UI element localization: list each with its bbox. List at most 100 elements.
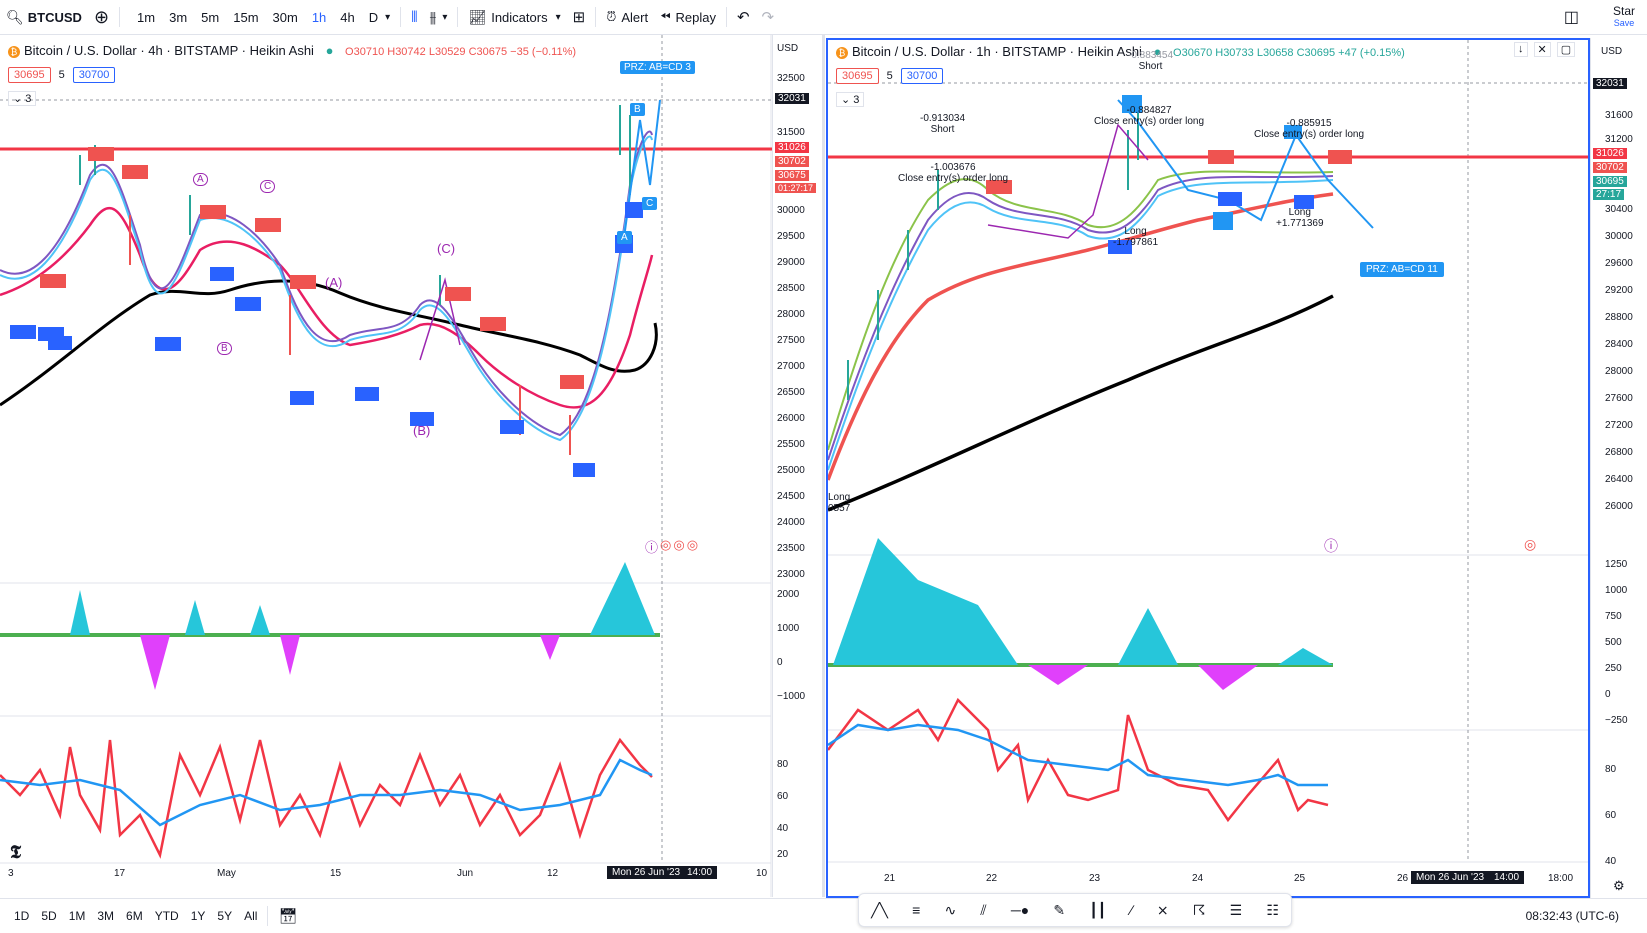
- interval-30m[interactable]: 30m: [272, 9, 298, 25]
- layouts-button[interactable]: ⊞: [567, 0, 592, 34]
- right-time-axis[interactable]: 21 22 23 24 25 26 Mon 26 Jun '23 14:00 1…: [826, 870, 1586, 892]
- interval-group: 1m 3m 5m 15m 30m 1h 4h D ▾: [124, 0, 396, 34]
- rewind-icon: ⏪︎: [660, 9, 671, 24]
- symbol-search[interactable]: 🔍︎ BTCUSD: [0, 0, 88, 34]
- right-chart-legend[interactable]: ₿ Bitcoin / U.S. Dollar · 1h · BITSTAMP ·…: [836, 44, 1405, 59]
- osc-tick: 0: [777, 657, 783, 668]
- interval-3m[interactable]: 3m: [169, 9, 188, 25]
- left-chart-legend[interactable]: ₿ Bitcoin / U.S. Dollar · 4h · BITSTAMP ·…: [8, 43, 576, 58]
- range-5d[interactable]: 5D: [41, 909, 57, 923]
- interval-1m[interactable]: 1m: [137, 9, 156, 25]
- alert-button[interactable]: ⏰︎ Alert: [600, 0, 654, 34]
- annotation-line: -1.003676: [930, 162, 976, 173]
- redo-button[interactable]: ↷: [756, 0, 781, 34]
- replay-button[interactable]: ⏪︎ Replay: [654, 0, 722, 34]
- chevron-down-icon: ⌄: [13, 93, 23, 105]
- right-ohlc: O30670 H30733 L30658 C30695 +47 (+0.15%): [1173, 47, 1405, 59]
- us-flag-icon[interactable]: ◎: [1524, 536, 1537, 552]
- buy-price-box[interactable]: 30700: [72, 67, 116, 83]
- compare-symbol-button[interactable]: ⊕: [88, 0, 115, 34]
- right-chart-canvas[interactable]: [828, 40, 1588, 896]
- oscillator-blue-line: [0, 758, 653, 827]
- right-price-boxes: 30695 5 30700: [836, 68, 944, 84]
- left-time-axis[interactable]: 3 17 May 15 Jun 12 Mon 26 Jun '23 14:00 …: [0, 863, 772, 887]
- star-save-button[interactable]: Star Save: [1607, 0, 1641, 34]
- abc-pattern-icon[interactable]: ∿: [944, 901, 957, 918]
- left-price-boxes: 30695 5 30700: [8, 67, 116, 83]
- left-price-scale[interactable]: USD 32500 32031 31500 31026 30702 30675 …: [772, 35, 823, 897]
- channel-tool-icon[interactable]: ⫽: [980, 901, 987, 918]
- range-ytd[interactable]: YTD: [154, 909, 179, 923]
- price-tick: 29000: [777, 257, 805, 268]
- right-price-scale[interactable]: USD 32000 32031 31600 31200 31026 30702 …: [1590, 38, 1647, 898]
- interval-d[interactable]: D: [368, 9, 379, 25]
- status-dot-icon: ●: [1153, 44, 1162, 59]
- osc-tick: 40: [1605, 856, 1617, 867]
- time-tick: 22: [986, 873, 998, 884]
- price-tick: 28000: [1605, 366, 1633, 377]
- settings-gear-icon[interactable]: ⚙: [1613, 878, 1625, 893]
- collapse-indicators-toggle[interactable]: ⌄ 3: [836, 92, 865, 107]
- price-tick: 29200: [1605, 285, 1633, 296]
- us-flag-icon[interactable]: ◎: [660, 537, 672, 552]
- buy-price-box[interactable]: 30700: [900, 68, 944, 84]
- osc-tick: 1000: [777, 623, 800, 634]
- currency-label[interactable]: USD: [1601, 46, 1623, 57]
- range-1y[interactable]: 1Y: [190, 909, 206, 923]
- range-all[interactable]: All: [244, 909, 258, 923]
- range-6m[interactable]: 6M: [126, 909, 143, 923]
- clock-label[interactable]: 08:32:43 (UTC-6): [1525, 909, 1619, 923]
- pattern-tool-icon[interactable]: ╱╲: [871, 901, 888, 918]
- earnings-icon[interactable]: ⓘ: [1324, 538, 1338, 554]
- brush-icon[interactable]: ✎: [1053, 901, 1066, 918]
- indicators-button[interactable]: 📈︎ Indicators ▾: [462, 0, 566, 34]
- lines-tool-icon[interactable]: ≡: [912, 902, 921, 918]
- price-tick: 28500: [777, 283, 805, 294]
- range-1d[interactable]: 1D: [14, 909, 30, 923]
- currency-label[interactable]: USD: [777, 43, 799, 54]
- top-toolbar: 🔍︎ BTCUSD ⊕ 1m 3m 5m 15m 30m 1h 4h D ▾ ⫴…: [0, 0, 1647, 35]
- interval-1h[interactable]: 1h: [311, 9, 327, 25]
- calendar-icon[interactable]: 📅︎: [278, 908, 298, 925]
- collapse-indicators-toggle[interactable]: ⌄ 3: [8, 91, 37, 106]
- annotation-line: -1.797861: [1113, 237, 1159, 248]
- left-chart-title: Bitcoin / U.S. Dollar · 4h · BITSTAMP · …: [24, 43, 314, 58]
- range-3m[interactable]: 3M: [97, 909, 115, 923]
- range-tool-icon[interactable]: ☷: [1266, 901, 1279, 918]
- sell-price-box[interactable]: 30695: [8, 67, 51, 83]
- gann-icon[interactable]: ☈: [1192, 901, 1206, 918]
- maximize-icon[interactable]: ▢: [1556, 42, 1576, 57]
- arrow-down-icon[interactable]: ↓: [1514, 42, 1528, 57]
- osc-tick: 20: [777, 849, 789, 860]
- interval-15m[interactable]: 15m: [233, 9, 259, 25]
- us-flag-icon[interactable]: ◎: [673, 537, 685, 552]
- left-chart-canvas[interactable]: [0, 35, 772, 897]
- trend-line-icon[interactable]: ∕: [1130, 902, 1133, 918]
- chart-type-button[interactable]: ⫴: [405, 0, 423, 34]
- xabcd-icon[interactable]: ⨯: [1156, 901, 1169, 918]
- range-1m[interactable]: 1M: [68, 909, 86, 923]
- horizontal-line-icon[interactable]: ─●: [1010, 902, 1030, 918]
- collapse-icon[interactable]: ✕: [1533, 42, 1551, 57]
- right-chart-pane[interactable]: ₿ Bitcoin / U.S. Dollar · 1h · BITSTAMP ·…: [826, 38, 1590, 898]
- us-flag-icon[interactable]: ◎: [686, 537, 699, 552]
- indicator-count: 3: [853, 94, 860, 106]
- interval-5m[interactable]: 5m: [201, 9, 220, 25]
- sell-price-box[interactable]: 30695: [836, 68, 879, 84]
- heikin-ashi-button[interactable]: ⫵ ▾: [424, 0, 454, 34]
- layout-split-button[interactable]: ◫: [1558, 0, 1585, 34]
- chevron-down-icon[interactable]: ▾: [385, 11, 391, 23]
- event-icons[interactable]: ⓘ ◎ ◎ ◎: [645, 537, 698, 556]
- dividend-icon[interactable]: ⓘ: [645, 540, 659, 555]
- range-5y[interactable]: 5Y: [217, 909, 233, 923]
- interval-4h[interactable]: 4h: [340, 9, 355, 25]
- undo-icon: ↶: [736, 9, 750, 26]
- resistance-tag: 31026: [1593, 148, 1627, 159]
- undo-button[interactable]: ↶: [731, 0, 756, 34]
- osc-tick: 40: [777, 823, 789, 834]
- left-chart-pane[interactable]: ₿ Bitcoin / U.S. Dollar · 4h · BITSTAMP ·…: [0, 35, 796, 897]
- grid-icon: ⊞: [572, 9, 586, 26]
- fib-icon[interactable]: ☰: [1229, 901, 1243, 918]
- chart-split-divider[interactable]: [822, 35, 825, 897]
- vertical-lines-icon[interactable]: ┃┃: [1089, 901, 1107, 918]
